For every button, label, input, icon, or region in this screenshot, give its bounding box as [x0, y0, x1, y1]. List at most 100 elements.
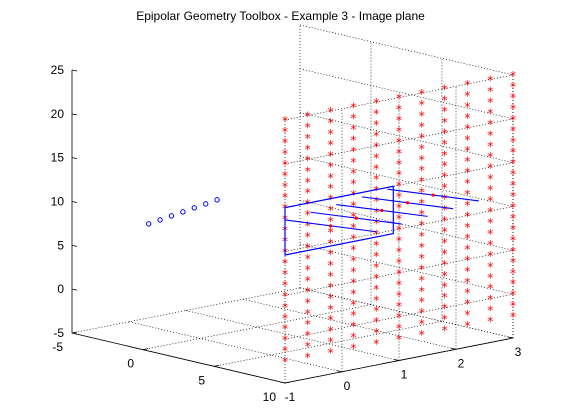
red-star-marker: * — [396, 179, 402, 193]
z-tick — [71, 157, 78, 160]
axis-lines — [71, 69, 514, 384]
red-star-marker: * — [328, 116, 334, 130]
red-star-marker: * — [510, 190, 516, 204]
red-star-marker: * — [419, 87, 425, 101]
z-tick-label: 10 — [51, 195, 65, 209]
y-tick-label: 0 — [344, 379, 351, 393]
red-star-marker: * — [487, 172, 493, 186]
red-star-marker: * — [305, 131, 311, 145]
red-star-marker: * — [373, 184, 379, 198]
red-star-marker: * — [350, 111, 356, 125]
red-star-marker: * — [464, 231, 470, 245]
camera-marker — [145, 221, 152, 227]
projection-point — [380, 208, 384, 213]
red-star-marker: * — [464, 242, 470, 256]
red-star-marker: * — [442, 258, 448, 272]
red-star-marker: * — [350, 342, 356, 356]
red-star-marker: * — [487, 194, 493, 208]
red-star-marker: * — [396, 146, 402, 160]
red-star-marker: * — [350, 133, 356, 147]
z-tick-label: 15 — [51, 151, 65, 165]
red-star-marker: * — [464, 275, 470, 289]
x-tick-label: 0 — [127, 357, 134, 371]
red-star-marker: * — [442, 280, 448, 294]
red-star-marker: * — [510, 157, 516, 171]
red-star-marker: * — [487, 282, 493, 296]
red-star-marker: * — [510, 277, 516, 291]
red-star-marker: * — [464, 177, 470, 191]
red-star-marker: * — [350, 254, 356, 268]
red-star-marker: * — [510, 146, 516, 160]
red-star-marker: * — [464, 122, 470, 136]
red-star-marker: * — [510, 69, 516, 83]
red-star-marker: * — [305, 219, 311, 233]
red-star-marker: * — [442, 291, 448, 305]
red-star-marker: * — [510, 135, 516, 149]
red-star-marker: * — [510, 80, 516, 94]
z-tick-label: 25 — [51, 63, 65, 77]
red-star-marker: * — [419, 284, 425, 298]
red-star-marker: * — [305, 164, 311, 178]
red-star-marker: * — [350, 232, 356, 246]
z-tick-label: -5 — [53, 326, 64, 340]
red-star-marker: * — [464, 166, 470, 180]
red-star-marker: * — [373, 217, 379, 231]
red-star-marker: * — [328, 171, 334, 185]
projection-point — [431, 193, 435, 197]
red-star-marker: * — [282, 169, 288, 183]
red-star-marker: * — [419, 251, 425, 265]
red-star-marker: * — [396, 190, 402, 204]
x-tick — [284, 381, 291, 384]
red-star-marker: * — [419, 164, 425, 178]
red-star-marker: * — [350, 298, 356, 312]
red-star-marker: * — [328, 269, 334, 283]
red-star-marker: * — [396, 234, 402, 248]
red-star-marker: * — [464, 78, 470, 92]
red-star-marker: * — [328, 226, 334, 240]
red-star-marker: * — [442, 269, 448, 283]
chart-title: Epipolar Geometry Toolbox - Example 3 - … — [136, 9, 425, 23]
red-star-marker: * — [328, 105, 334, 119]
red-star-marker: * — [305, 296, 311, 310]
red-star-marker: * — [442, 83, 448, 97]
red-star-marker: * — [350, 309, 356, 323]
red-star-marker: * — [396, 135, 402, 149]
camera-marker — [214, 197, 220, 203]
red-star-marker: * — [305, 285, 311, 299]
red-star-marker: * — [282, 267, 288, 281]
red-star-marker: * — [328, 160, 334, 174]
red-star-marker: * — [442, 225, 448, 239]
red-star-marker: * — [282, 322, 288, 336]
red-star-marker: * — [282, 344, 288, 358]
red-star-marker: * — [442, 93, 448, 107]
red-star-marker: * — [442, 203, 448, 217]
red-star-marker: * — [350, 221, 356, 235]
grid-line — [299, 287, 514, 339]
red-star-marker: * — [487, 74, 493, 88]
red-star-marker: * — [282, 256, 288, 270]
x-tick-label: 10 — [263, 390, 277, 404]
red-star-marker: * — [464, 308, 470, 322]
red-star-marker: * — [350, 144, 356, 158]
red-star-marker: * — [350, 243, 356, 257]
red-star-marker: * — [442, 247, 448, 261]
red-star-marker: * — [396, 333, 402, 347]
red-star-marker: * — [282, 158, 288, 172]
red-star-marker: * — [487, 117, 493, 131]
red-star-marker: * — [510, 299, 516, 313]
red-star-marker: * — [350, 287, 356, 301]
red-star-marker: * — [282, 114, 288, 128]
red-star-marker: * — [305, 208, 311, 222]
red-star-marker: * — [442, 313, 448, 327]
red-star-marker: * — [373, 162, 379, 176]
red-star-marker: * — [373, 304, 379, 318]
red-star-marker: * — [487, 293, 493, 307]
red-star-marker: * — [510, 168, 516, 182]
red-star-marker: * — [487, 84, 493, 98]
red-star-marker: * — [487, 150, 493, 164]
red-star-marker: * — [373, 337, 379, 351]
red-star-marker: * — [464, 188, 470, 202]
red-star-marker: * — [487, 95, 493, 109]
